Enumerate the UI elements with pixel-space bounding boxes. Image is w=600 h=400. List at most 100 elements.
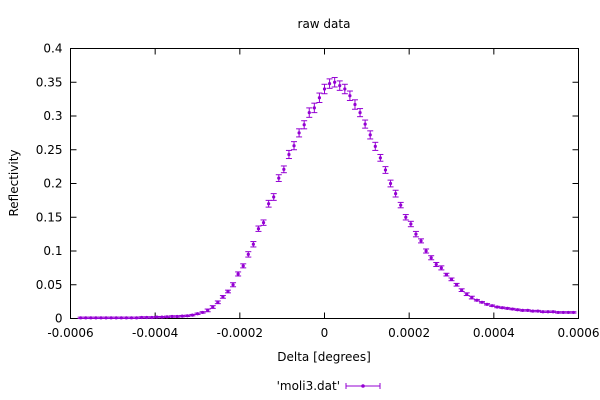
point-marker xyxy=(566,310,570,315)
data-point xyxy=(539,310,546,314)
point-marker xyxy=(292,144,296,148)
point-marker xyxy=(327,82,332,86)
point-marker xyxy=(180,314,184,318)
data-point xyxy=(179,314,186,318)
data-point xyxy=(367,130,374,140)
data-point xyxy=(463,292,470,297)
data-point xyxy=(306,107,313,118)
data-point xyxy=(296,128,303,138)
data-point xyxy=(174,314,181,319)
data-point xyxy=(443,272,450,277)
point-marker xyxy=(99,316,103,320)
data-point xyxy=(103,316,110,320)
point-marker xyxy=(404,215,408,219)
point-marker xyxy=(434,262,438,267)
point-marker xyxy=(338,84,342,88)
data-point xyxy=(529,309,536,313)
data-point xyxy=(504,306,511,310)
point-marker xyxy=(358,111,362,115)
data-point xyxy=(214,300,221,305)
data-point xyxy=(291,141,298,151)
point-marker xyxy=(302,123,306,127)
legend-marker xyxy=(345,383,381,389)
point-marker xyxy=(84,316,88,320)
point-marker xyxy=(150,315,154,320)
data-point xyxy=(265,199,272,208)
point-marker xyxy=(190,313,195,317)
point-marker xyxy=(378,156,382,160)
data-point xyxy=(285,149,292,160)
point-marker xyxy=(317,96,322,100)
point-marker xyxy=(287,152,291,157)
data-point xyxy=(235,271,242,277)
point-marker xyxy=(556,310,560,315)
point-marker xyxy=(114,316,118,320)
data-point xyxy=(397,201,404,209)
point-marker xyxy=(175,314,179,319)
data-point xyxy=(316,92,323,103)
data-point xyxy=(326,78,333,89)
point-marker xyxy=(226,289,230,294)
data-point xyxy=(97,316,104,320)
point-marker xyxy=(571,310,576,315)
data-point xyxy=(382,166,389,174)
point-marker xyxy=(165,315,169,319)
point-marker xyxy=(444,273,449,277)
data-point xyxy=(484,302,491,306)
point-marker xyxy=(454,283,459,287)
data-point xyxy=(433,261,440,268)
data-point xyxy=(224,289,231,294)
data-point xyxy=(362,119,369,129)
data-point xyxy=(219,295,226,299)
data-point xyxy=(478,300,485,304)
data-point xyxy=(275,174,282,182)
data-point xyxy=(448,277,455,282)
point-marker xyxy=(510,307,515,311)
y-tick-label: 0.1 xyxy=(43,244,62,258)
point-marker xyxy=(160,315,164,319)
data-point xyxy=(336,80,343,91)
data-point xyxy=(92,316,99,320)
data-point xyxy=(377,153,384,162)
point-marker xyxy=(429,256,433,260)
point-marker xyxy=(79,316,83,320)
point-marker xyxy=(546,310,550,314)
point-marker xyxy=(531,309,535,313)
x-axis-ticks: -0.0006 -0.0004 -0.0002 0 0.0002 0.0004 0.0006 xyxy=(47,48,600,340)
point-marker xyxy=(94,316,98,320)
data-point xyxy=(113,316,120,320)
point-marker xyxy=(414,232,418,236)
data-point xyxy=(133,316,140,320)
data-point xyxy=(524,308,531,312)
point-marker xyxy=(185,314,189,318)
point-marker xyxy=(551,310,555,314)
point-marker xyxy=(409,222,413,226)
point-marker xyxy=(333,80,337,84)
point-marker xyxy=(272,195,276,199)
point-marker xyxy=(221,295,225,299)
data-point xyxy=(209,305,216,309)
x-tick-label: 0.0004 xyxy=(473,326,515,340)
data-point xyxy=(392,189,399,198)
point-marker xyxy=(521,308,525,312)
data-point xyxy=(570,310,577,315)
data-point xyxy=(230,282,237,288)
data-point xyxy=(240,263,247,269)
data-point xyxy=(311,102,318,114)
y-tick-label: 0.4 xyxy=(43,42,62,56)
data-point xyxy=(494,305,501,309)
point-marker xyxy=(424,249,428,253)
data-point xyxy=(204,308,211,313)
point-marker xyxy=(439,266,443,270)
data-point xyxy=(565,310,572,315)
data-point xyxy=(418,238,425,244)
data-point xyxy=(123,316,130,320)
data-point xyxy=(468,295,475,300)
point-marker xyxy=(231,283,235,287)
x-tick-label: -0.0004 xyxy=(132,326,178,340)
point-marker xyxy=(124,316,128,320)
point-marker xyxy=(470,295,474,300)
x-tick-label: 0 xyxy=(321,326,329,340)
data-point xyxy=(321,83,328,95)
